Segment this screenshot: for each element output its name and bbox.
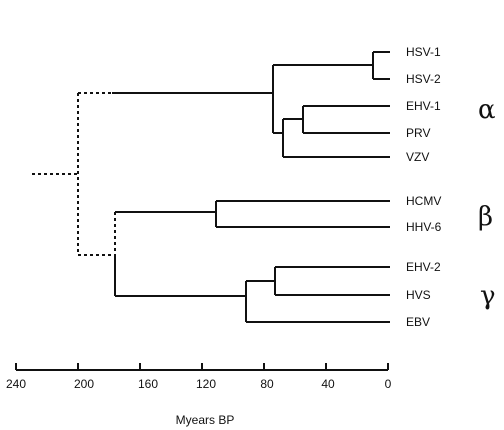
tick-label: 0 xyxy=(385,377,392,391)
axis-title: Myears BP xyxy=(176,413,235,427)
tick-label: 40 xyxy=(321,377,335,391)
taxon-label: PRV xyxy=(406,126,430,140)
taxon-label: HCMV xyxy=(406,194,441,208)
tick-label: 200 xyxy=(74,377,94,391)
beta-label: β xyxy=(478,202,493,232)
beta-clade xyxy=(115,200,390,228)
taxon-label: VZV xyxy=(406,150,429,164)
taxon-label: HHV-6 xyxy=(406,220,442,234)
tick-label: 240 xyxy=(6,377,26,391)
deep-branches xyxy=(32,92,116,296)
alpha-clade xyxy=(112,51,390,158)
gamma-clade xyxy=(115,266,390,323)
taxon-label: HVS xyxy=(406,288,431,302)
tick-label: 120 xyxy=(196,377,216,391)
subfamily-labels: α β γ xyxy=(478,95,496,311)
taxon-label: EHV-2 xyxy=(406,260,441,274)
taxon-label: EHV-1 xyxy=(406,99,441,113)
alpha-label: α xyxy=(478,95,496,125)
time-axis: 240 200 160 120 80 40 0 Myears BP xyxy=(6,363,392,427)
tick-label: 160 xyxy=(138,377,158,391)
taxon-label: HSV-1 xyxy=(406,45,441,59)
taxon-label: HSV-2 xyxy=(406,72,441,86)
taxon-label: EBV xyxy=(406,315,430,329)
gamma-label: γ xyxy=(480,281,496,311)
tick-label: 80 xyxy=(260,377,274,391)
tip-labels: HSV-1 HSV-2 EHV-1 PRV VZV HCMV HHV-6 EHV… xyxy=(406,45,442,329)
